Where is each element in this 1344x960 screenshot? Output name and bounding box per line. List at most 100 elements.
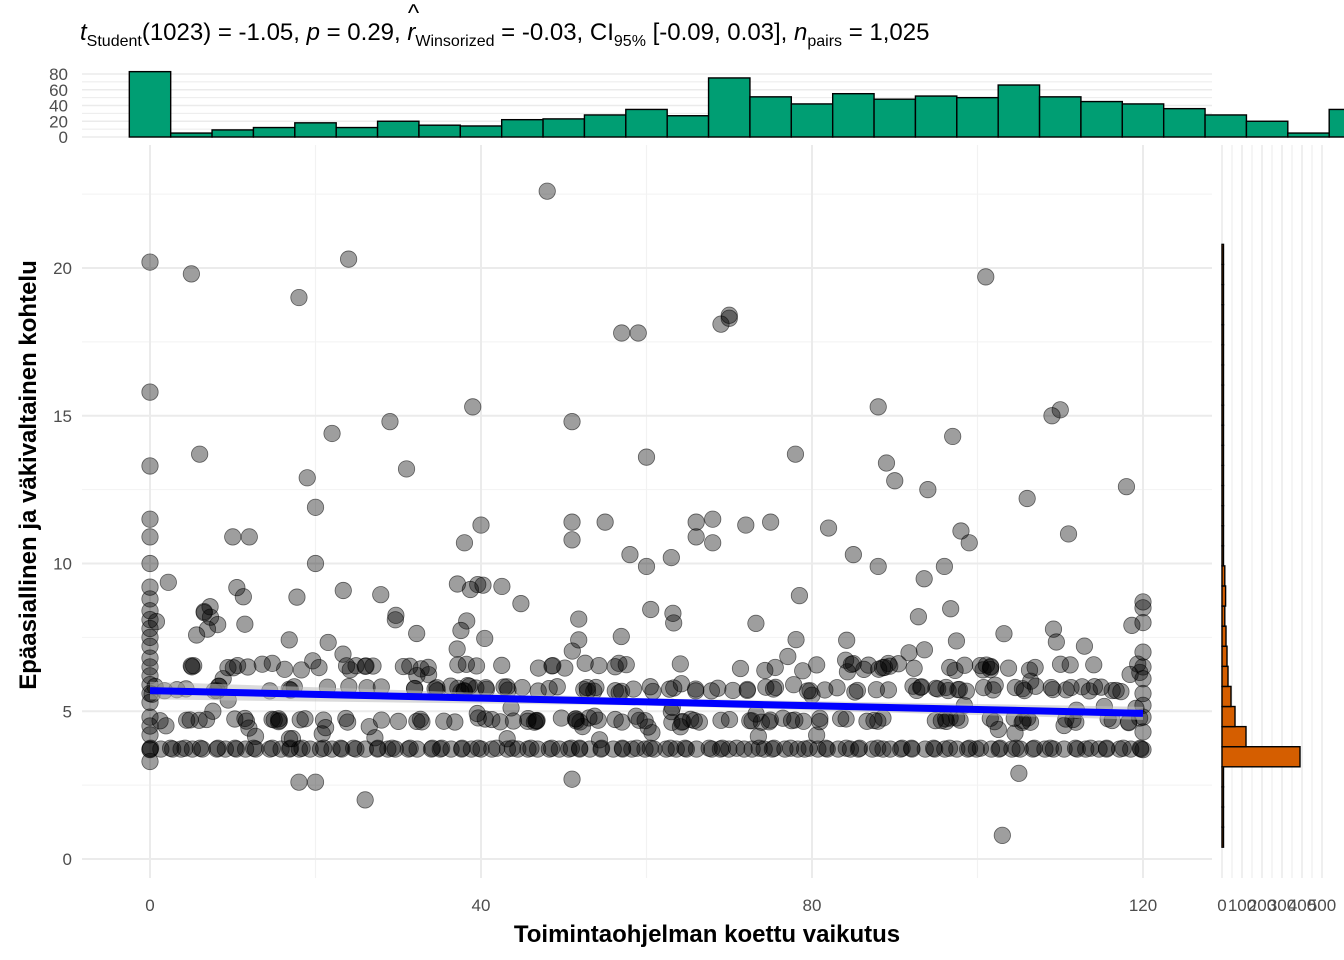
scatter-point [141, 741, 159, 759]
scatter-point [356, 791, 374, 809]
scatter-point [637, 557, 656, 576]
scatter-point [462, 740, 481, 758]
scatter-point [785, 676, 803, 694]
scatter-point [356, 657, 374, 675]
scatter-point [1015, 681, 1033, 700]
scatter-point [190, 711, 208, 729]
scatter-point [187, 626, 206, 644]
right-hist-bar [1221, 565, 1226, 587]
top-hist-bar [956, 96, 999, 138]
scatter-point [178, 711, 196, 729]
scatter-point [671, 718, 690, 736]
subtitle-p-value: = 0.29, [320, 19, 407, 46]
scatter-point [1041, 739, 1059, 757]
scatter-point [1018, 489, 1036, 508]
scatter-point [469, 739, 487, 757]
scatter-point [1061, 656, 1079, 674]
top-hist-bar [169, 132, 213, 138]
scatter-point [641, 678, 659, 696]
subtitle-r-hat: ^ [408, 0, 420, 27]
scatter-point [940, 739, 959, 757]
scatter-point [339, 713, 357, 731]
scatter-point [141, 708, 159, 726]
scatter-point [269, 713, 288, 731]
top-hist-bar [252, 126, 296, 138]
top-hist-bar [1245, 120, 1289, 138]
scatter-point [844, 546, 862, 564]
scatter-point [339, 250, 358, 268]
scatter-point [141, 637, 159, 655]
scatter-point [977, 656, 996, 674]
scatter-point [869, 557, 887, 576]
right-hist-bar [1221, 464, 1225, 487]
scatter-point [749, 727, 767, 745]
scatter-point [900, 644, 918, 662]
subtitle: tStudent(1023) = -1.05, p = 0.29, rWinso… [80, 19, 929, 50]
scatter-point [629, 324, 647, 342]
scatter-point [720, 309, 738, 327]
scatter-point [236, 615, 254, 633]
scatter-point [671, 655, 689, 673]
scatter-point [590, 656, 608, 675]
scatter-point [459, 677, 477, 695]
subtitle-df: (1023) [142, 19, 211, 46]
scatter-point [512, 595, 530, 613]
scatter-point [472, 516, 490, 534]
right-hist-bar [1221, 665, 1229, 688]
right-hist-bar [1221, 806, 1225, 828]
scatter-point [552, 709, 570, 727]
scatter-point [1051, 401, 1069, 419]
scatter-point [401, 657, 419, 675]
scatter-point [226, 739, 244, 757]
scatter-point [590, 731, 609, 749]
scatter-point [576, 654, 594, 672]
scatter-point [664, 604, 682, 622]
scatter-point [147, 613, 166, 631]
scatter-point [741, 712, 759, 730]
y-tick-label: 0 [63, 850, 72, 869]
scatter-point [1122, 740, 1140, 758]
scatter-point [253, 655, 271, 673]
scatter-point [881, 657, 899, 675]
top-hist-y-tick-label: 0 [59, 128, 68, 147]
scatter-point [141, 253, 159, 271]
top-hist-bar [914, 95, 958, 138]
scatter-point [226, 710, 244, 728]
y-axis-title: Epäasiallinen ja väkivaltainen kohtelu [15, 260, 42, 690]
scatter-point [915, 570, 933, 588]
scatter-point [498, 678, 516, 696]
top-hist-bar [500, 118, 544, 138]
subtitle-n-symbol: n [794, 19, 807, 46]
scatter-point [781, 739, 800, 757]
scatter-point [986, 676, 1004, 694]
right-hist-bar [1221, 585, 1227, 607]
scatter-point [1057, 681, 1075, 699]
scatter-point [332, 739, 350, 757]
scatter-point [687, 513, 705, 531]
scatter-point [628, 739, 646, 757]
scatter-point [681, 710, 700, 728]
scatter-point [383, 739, 401, 757]
right-hist-bar [1221, 263, 1225, 286]
scatter-point [794, 712, 813, 730]
scatter-point [334, 645, 352, 663]
scatter-point [458, 612, 476, 630]
right-hist-bar [1221, 424, 1225, 446]
scatter-point [191, 445, 209, 463]
right-hist-bar [1221, 645, 1228, 668]
scatter-point [493, 577, 511, 596]
scatter-point [643, 724, 661, 742]
scatter-point [941, 658, 959, 677]
top-hist-bar [542, 118, 586, 138]
scatter-point [905, 659, 923, 677]
scatter-point [971, 739, 990, 757]
subtitle-r-value: = -0.03, CI [495, 19, 614, 46]
scatter-point [596, 513, 614, 531]
scatter-point [936, 740, 954, 758]
scatter-point [782, 712, 801, 730]
scatter-point [563, 531, 581, 549]
scatter-point [483, 740, 501, 758]
scatter-point [347, 657, 365, 675]
